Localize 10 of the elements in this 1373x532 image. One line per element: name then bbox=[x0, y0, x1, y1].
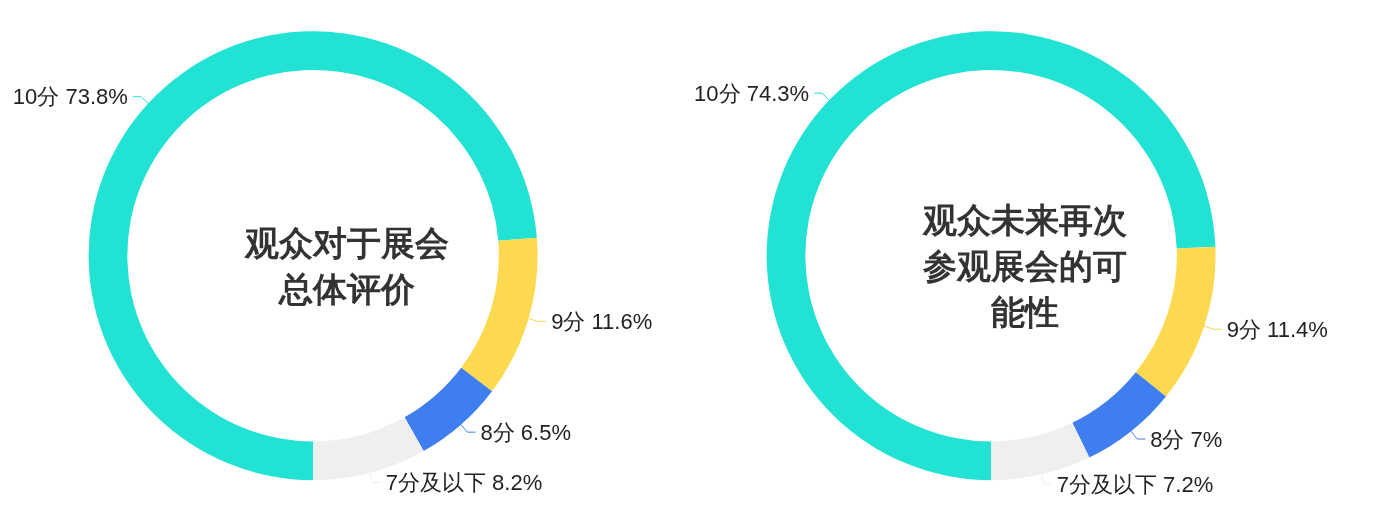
text: 观众对于展会总体评价 bbox=[244, 224, 449, 308]
slice-label: 7分及以下 7.2% bbox=[1056, 471, 1214, 497]
slice-label: 10分 73.8% bbox=[12, 84, 128, 110]
slice-label: 9分 11.6% bbox=[551, 308, 653, 334]
slice-label: 8分 7% bbox=[1150, 426, 1223, 452]
slice-label: 10分 74.3% bbox=[694, 80, 810, 106]
slice-label: 9分 11.4% bbox=[1226, 316, 1328, 342]
slice-label: 7分及以下 8.2% bbox=[385, 469, 543, 495]
slice-label: 8分 6.5% bbox=[480, 419, 571, 445]
text: 观众未来再次参观展会的可能性 bbox=[922, 201, 1127, 331]
